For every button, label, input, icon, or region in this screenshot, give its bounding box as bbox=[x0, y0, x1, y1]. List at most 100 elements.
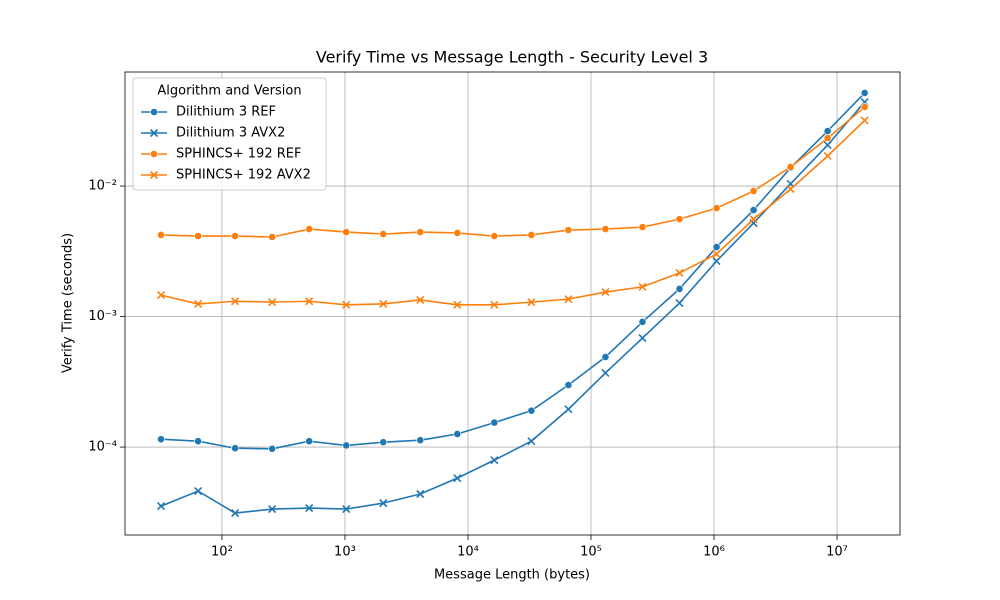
x-tick-label: 10⁷ bbox=[826, 545, 848, 560]
marker bbox=[194, 437, 202, 446]
marker bbox=[268, 233, 277, 241]
marker bbox=[860, 103, 869, 111]
legend-label: SPHINCS+ 192 REF bbox=[176, 147, 301, 162]
marker bbox=[305, 437, 314, 446]
series-line bbox=[161, 106, 866, 238]
marker bbox=[712, 250, 721, 259]
marker bbox=[453, 300, 462, 309]
legend-label: SPHINCS+ 192 AVX2 bbox=[176, 168, 311, 183]
marker bbox=[638, 282, 647, 291]
marker bbox=[268, 444, 277, 453]
marker bbox=[823, 127, 832, 135]
marker bbox=[564, 381, 573, 389]
marker bbox=[823, 141, 832, 150]
marker bbox=[490, 418, 499, 427]
marker bbox=[342, 505, 351, 514]
marker bbox=[823, 151, 832, 161]
marker bbox=[194, 487, 203, 496]
x-tick-label: 10⁴ bbox=[457, 545, 479, 560]
marker bbox=[564, 226, 573, 234]
y-axis-label: Verify Time (seconds) bbox=[61, 233, 76, 373]
legend-marker bbox=[149, 170, 159, 180]
marker bbox=[231, 444, 240, 453]
marker bbox=[712, 204, 721, 212]
marker bbox=[860, 116, 869, 125]
marker bbox=[675, 298, 684, 308]
marker bbox=[231, 232, 240, 240]
y-tick-label: 10⁻⁴ bbox=[88, 440, 117, 455]
x-tick-label: 10² bbox=[211, 545, 233, 560]
legend-title: Algorithm and Version bbox=[157, 84, 301, 99]
marker bbox=[601, 353, 610, 361]
marker bbox=[157, 231, 165, 239]
series-line bbox=[160, 101, 866, 514]
marker bbox=[379, 299, 388, 308]
marker bbox=[527, 406, 536, 415]
marker bbox=[156, 291, 166, 300]
marker bbox=[527, 437, 536, 446]
marker bbox=[638, 223, 647, 231]
marker bbox=[823, 134, 832, 143]
chart-title: Verify Time vs Message Length - Security… bbox=[316, 48, 708, 67]
marker bbox=[194, 299, 203, 308]
marker bbox=[305, 225, 314, 233]
marker bbox=[342, 228, 351, 236]
marker bbox=[638, 334, 647, 343]
marker bbox=[342, 441, 351, 450]
legend-marker bbox=[149, 128, 159, 138]
marker bbox=[601, 288, 610, 297]
legend-label: Dilithium 3 REF bbox=[176, 105, 276, 120]
marker bbox=[675, 284, 684, 293]
marker bbox=[157, 435, 165, 444]
marker bbox=[527, 298, 536, 307]
y-tick-label: 10⁻² bbox=[88, 179, 117, 194]
marker bbox=[675, 268, 684, 277]
marker bbox=[490, 456, 499, 465]
marker bbox=[379, 499, 388, 508]
marker bbox=[305, 297, 314, 306]
marker bbox=[527, 231, 536, 239]
marker bbox=[453, 474, 462, 483]
marker bbox=[712, 257, 721, 266]
marker bbox=[453, 430, 462, 438]
marker bbox=[490, 300, 499, 309]
x-axis-label: Message Length (bytes) bbox=[434, 568, 590, 583]
marker bbox=[231, 297, 240, 306]
x-tick-label: 10⁵ bbox=[580, 545, 602, 560]
marker bbox=[416, 489, 425, 499]
marker bbox=[860, 89, 869, 97]
marker bbox=[156, 502, 166, 511]
marker bbox=[268, 505, 277, 514]
marker bbox=[564, 405, 573, 414]
marker bbox=[749, 215, 758, 224]
legend-label: Dilithium 3 AVX2 bbox=[176, 126, 285, 141]
plot-frame bbox=[124, 71, 901, 536]
series-line bbox=[160, 92, 866, 450]
legend-marker bbox=[150, 150, 158, 158]
marker bbox=[379, 438, 388, 447]
marker bbox=[416, 436, 425, 445]
marker bbox=[564, 295, 573, 304]
marker bbox=[749, 206, 758, 214]
marker bbox=[712, 243, 721, 251]
marker bbox=[305, 503, 314, 513]
marker bbox=[379, 230, 388, 238]
marker bbox=[342, 300, 351, 309]
marker bbox=[601, 368, 610, 377]
x-tick-label: 10⁶ bbox=[703, 545, 725, 560]
x-tick-label: 10³ bbox=[334, 545, 356, 560]
marker bbox=[749, 187, 758, 195]
marker bbox=[601, 225, 610, 233]
marker bbox=[786, 185, 795, 194]
marker bbox=[675, 215, 684, 224]
legend-box bbox=[132, 77, 327, 191]
marker bbox=[416, 228, 425, 236]
marker bbox=[268, 298, 277, 307]
marker bbox=[231, 509, 240, 518]
marker bbox=[194, 232, 202, 240]
marker bbox=[786, 163, 795, 171]
marker bbox=[490, 232, 499, 240]
y-tick-label: 10⁻³ bbox=[88, 309, 117, 324]
marker bbox=[638, 318, 647, 326]
